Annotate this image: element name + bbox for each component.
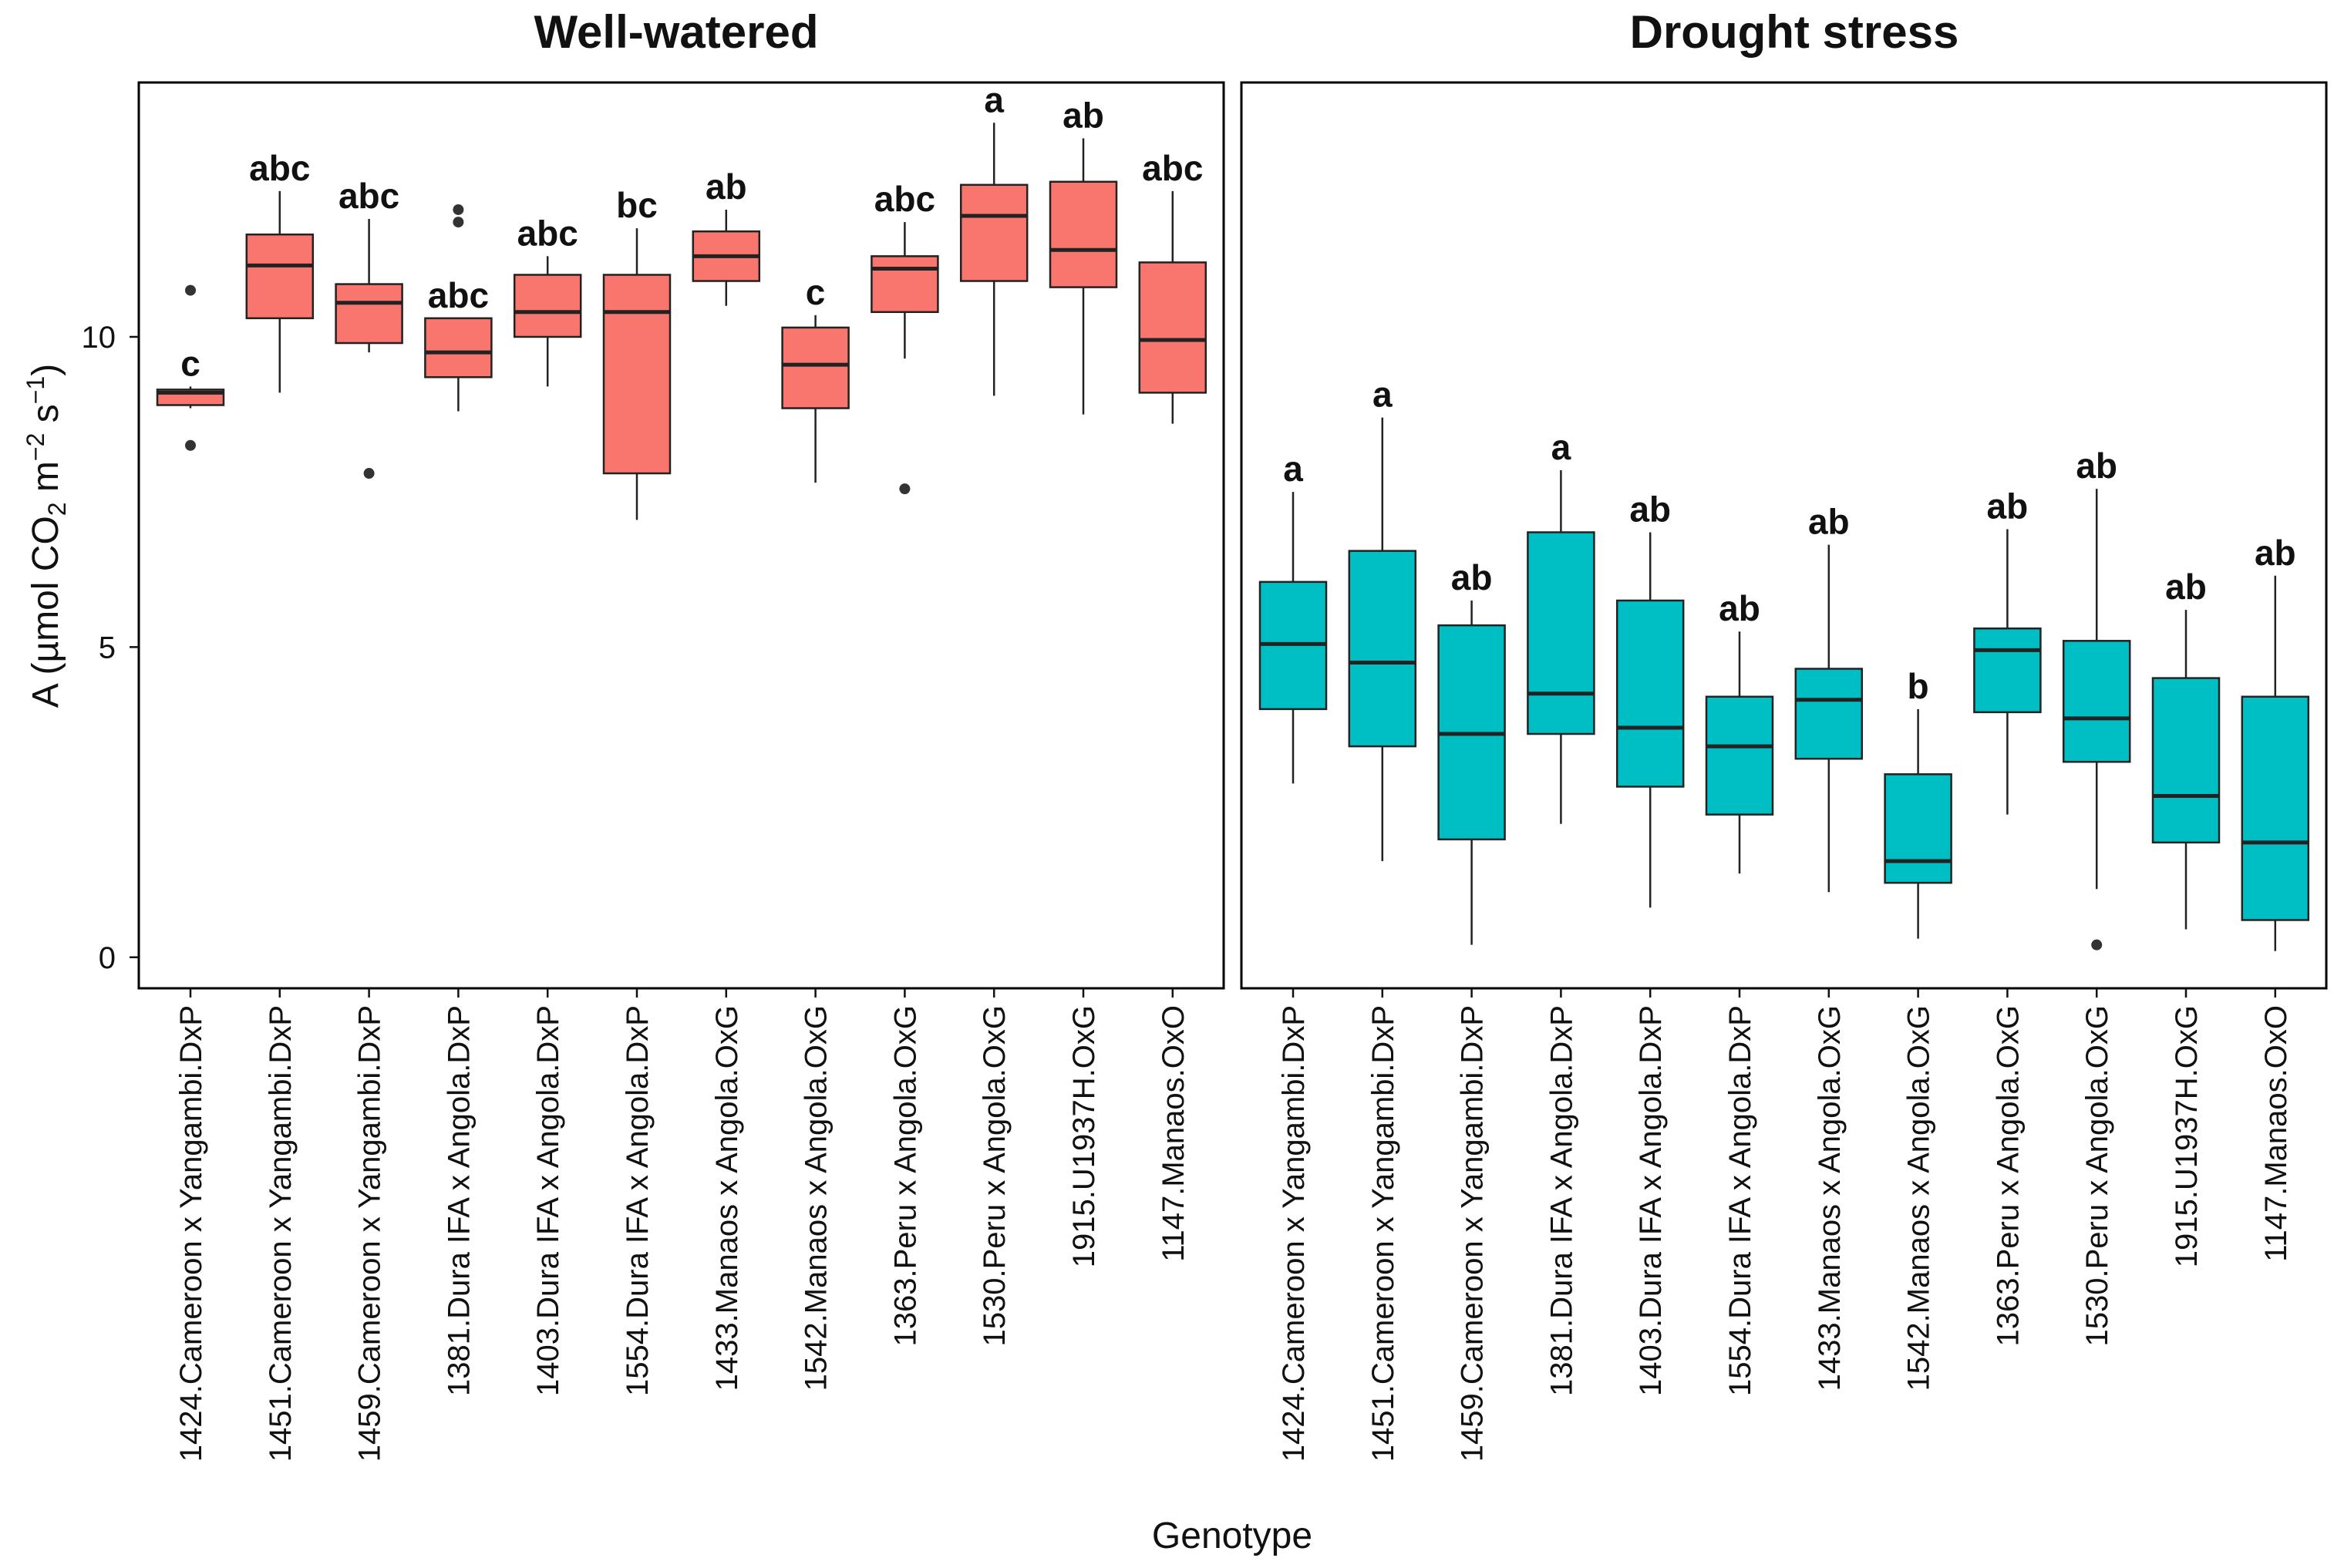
outlier-point: [185, 439, 196, 451]
significance-letter: c: [806, 272, 826, 312]
x-tick-label: 1915.U1937H.OxG: [1067, 1005, 1101, 1267]
x-tick-label: 1381.Dura IFA x Angola.DxP: [1544, 1005, 1578, 1396]
significance-letter: abc: [338, 176, 399, 216]
significance-letter: ab: [2255, 533, 2296, 573]
significance-letter: b: [1908, 666, 1929, 706]
x-tick-label: 1147.Manaos.OxO: [1157, 1005, 1191, 1262]
box-iqr: [2062, 640, 2131, 763]
significance-letter: abc: [517, 213, 578, 253]
significance-letter: ab: [1451, 557, 1493, 597]
significance-letter: ab: [1629, 489, 1671, 529]
box-iqr: [1615, 599, 1685, 788]
x-tick-label: 1554.Dura IFA x Angola.DxP: [621, 1005, 655, 1396]
significance-letter: a: [1283, 449, 1303, 489]
x-tick-label: 1433.Manaos x Angola.OxG: [710, 1005, 744, 1391]
outlier-point: [185, 284, 196, 296]
x-tick-label: 1542.Manaos x Angola.OxG: [800, 1005, 834, 1391]
box-iqr: [1884, 773, 1952, 884]
x-tick-label: 1451.Cameroon x Yangambi.DxP: [1366, 1005, 1400, 1462]
x-tick-label: 1363.Peru x Angola.OxG: [1991, 1005, 2025, 1347]
significance-letter: ab: [1719, 588, 1760, 628]
outlier-point: [453, 217, 464, 228]
x-tick-label: 1433.Manaos x Angola.OxG: [1813, 1005, 1847, 1391]
box-iqr: [2151, 677, 2221, 844]
significance-letter: ab: [1808, 502, 1850, 542]
panel-drought-stress: a 1424.Cameroon x Yangambi.DxP a 1451.Camer…: [1258, 375, 2310, 1462]
x-tick-label: 1451.Cameroon x Yangambi.DxP: [264, 1005, 298, 1462]
significance-letter: ab: [706, 167, 747, 207]
panel-title-well-watered: Well-watered: [534, 6, 819, 58]
panel-title-drought-stress: Drought stress: [1630, 6, 1959, 58]
significance-letter: ab: [2165, 567, 2207, 607]
box-iqr: [871, 255, 939, 314]
box-iqr: [1138, 261, 1207, 394]
x-tick-label: 1381.Dura IFA x Angola.DxP: [442, 1005, 476, 1396]
box-iqr: [335, 283, 403, 345]
x-tick-label: 1542.Manaos x Angola.OxG: [1902, 1005, 1936, 1391]
significance-letter: abc: [1142, 148, 1203, 188]
y-axis-title: A (µmol CO2 m−2 s−1): [22, 364, 71, 708]
outlier-point: [453, 204, 464, 215]
box-iqr: [1705, 695, 1774, 816]
x-tick-label: 1403.Dura IFA x Angola.DxP: [531, 1005, 565, 1396]
x-axis-title: Genotype: [1152, 1516, 1312, 1556]
x-tick-label: 1554.Dura IFA x Angola.DxP: [1723, 1005, 1757, 1396]
significance-letter: abc: [874, 179, 935, 219]
x-tick-label: 1424.Cameroon x Yangambi.DxP: [174, 1005, 208, 1462]
panel-frame-drought-stress: [1240, 81, 2328, 990]
y-tick-label: 0: [99, 941, 116, 975]
box-iqr: [781, 326, 850, 409]
x-tick-label: 1363.Peru x Angola.OxG: [888, 1005, 922, 1347]
x-tick-label: 1915.U1937H.OxG: [2170, 1005, 2204, 1267]
x-tick-label: 1459.Cameroon x Yangambi.DxP: [353, 1005, 387, 1462]
box-iqr: [2241, 695, 2310, 921]
box-iqr: [245, 233, 315, 320]
significance-letter: ab: [2076, 446, 2117, 486]
box-iqr: [602, 274, 672, 475]
x-tick-label: 1403.Dura IFA x Angola.DxP: [1634, 1005, 1668, 1396]
x-tick-label: 1530.Peru x Angola.OxG: [2080, 1005, 2114, 1347]
outlier-point: [899, 483, 911, 495]
y-tick-label: 10: [82, 321, 116, 355]
x-tick-label: 1424.Cameroon x Yangambi.DxP: [1277, 1005, 1311, 1462]
significance-letter: ab: [1063, 95, 1104, 135]
significance-letter: abc: [428, 275, 489, 315]
significance-letter: c: [180, 343, 200, 383]
box-iqr: [1049, 180, 1118, 288]
significance-letter: a: [1372, 375, 1393, 415]
x-tick-label: 1459.Cameroon x Yangambi.DxP: [1456, 1005, 1490, 1462]
significance-letter: ab: [1987, 486, 2029, 526]
box-iqr: [513, 274, 582, 338]
significance-letter: a: [984, 79, 1004, 119]
x-tick-label: 1147.Manaos.OxO: [2259, 1005, 2293, 1262]
outlier-point: [363, 468, 375, 479]
y-tick-label: 5: [99, 631, 116, 665]
y-axis: 0 5 10: [82, 321, 139, 975]
box-iqr: [1973, 627, 2042, 714]
x-tick-label: 1530.Peru x Angola.OxG: [978, 1005, 1012, 1347]
outlier-point: [2091, 939, 2103, 951]
box-iqr: [959, 183, 1029, 282]
significance-letter: abc: [249, 148, 310, 188]
box-iqr: [1348, 550, 1417, 748]
box-iqr: [1794, 668, 1864, 760]
panel-frame-well-watered: [137, 81, 1225, 990]
box-iqr: [424, 317, 493, 379]
significance-letter: a: [1551, 427, 1571, 467]
significance-letter: bc: [616, 185, 658, 225]
box-iqr: [1527, 531, 1595, 735]
